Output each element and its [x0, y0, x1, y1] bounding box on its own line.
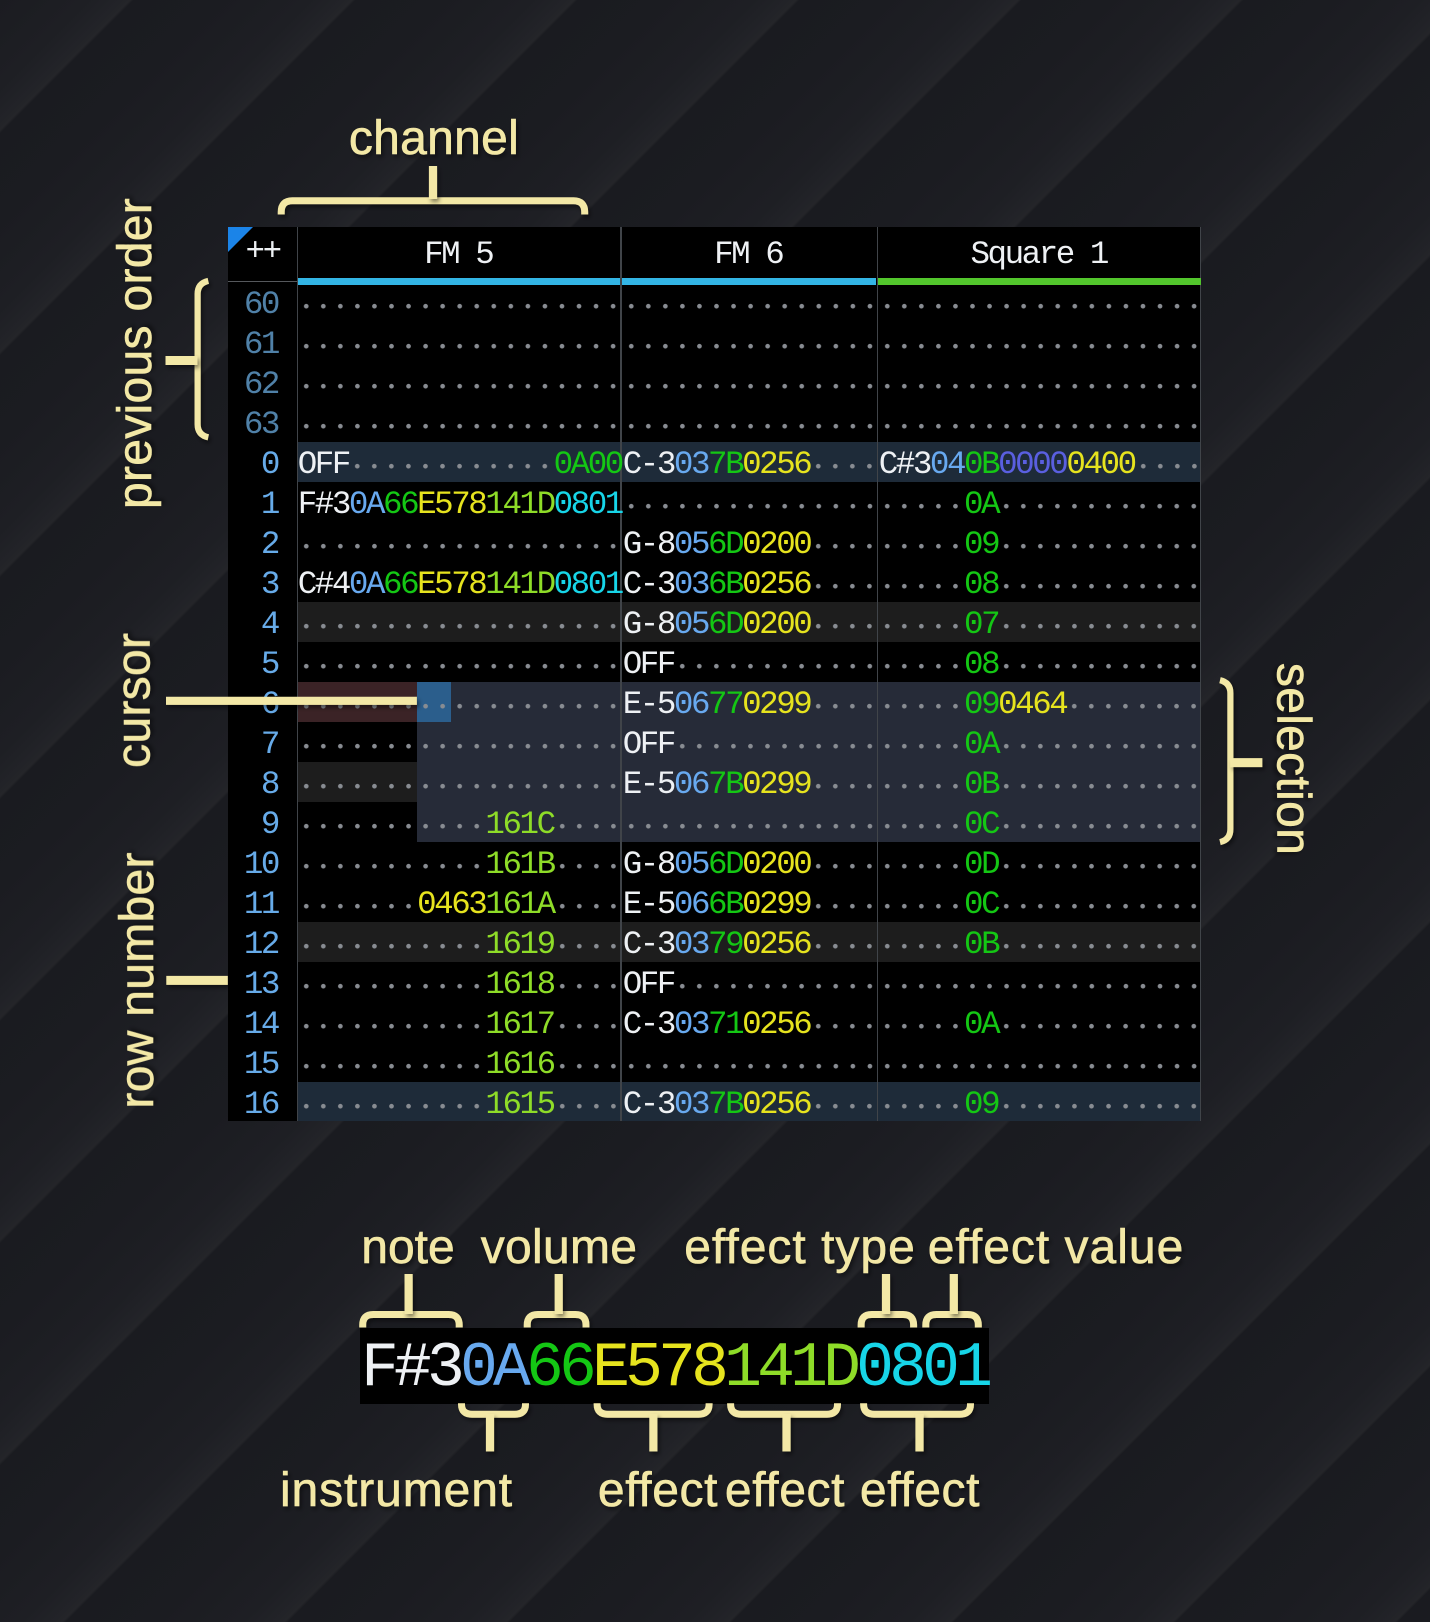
svg-text:effect: effect	[598, 1464, 718, 1517]
svg-text:effect type: effect type	[684, 1221, 916, 1274]
svg-text:note: note	[361, 1221, 454, 1274]
svg-text:instrument: instrument	[280, 1464, 513, 1517]
svg-text:effect value: effect value	[928, 1221, 1185, 1274]
svg-text:cursor: cursor	[108, 633, 161, 768]
svg-text:selection: selection	[1267, 663, 1320, 855]
svg-text:previous order: previous order	[109, 198, 162, 509]
svg-text:effect: effect	[725, 1464, 845, 1517]
svg-text:volume: volume	[481, 1221, 638, 1274]
svg-text:effect: effect	[860, 1464, 980, 1517]
svg-text:row number: row number	[111, 852, 164, 1108]
svg-text:channel: channel	[349, 112, 519, 165]
